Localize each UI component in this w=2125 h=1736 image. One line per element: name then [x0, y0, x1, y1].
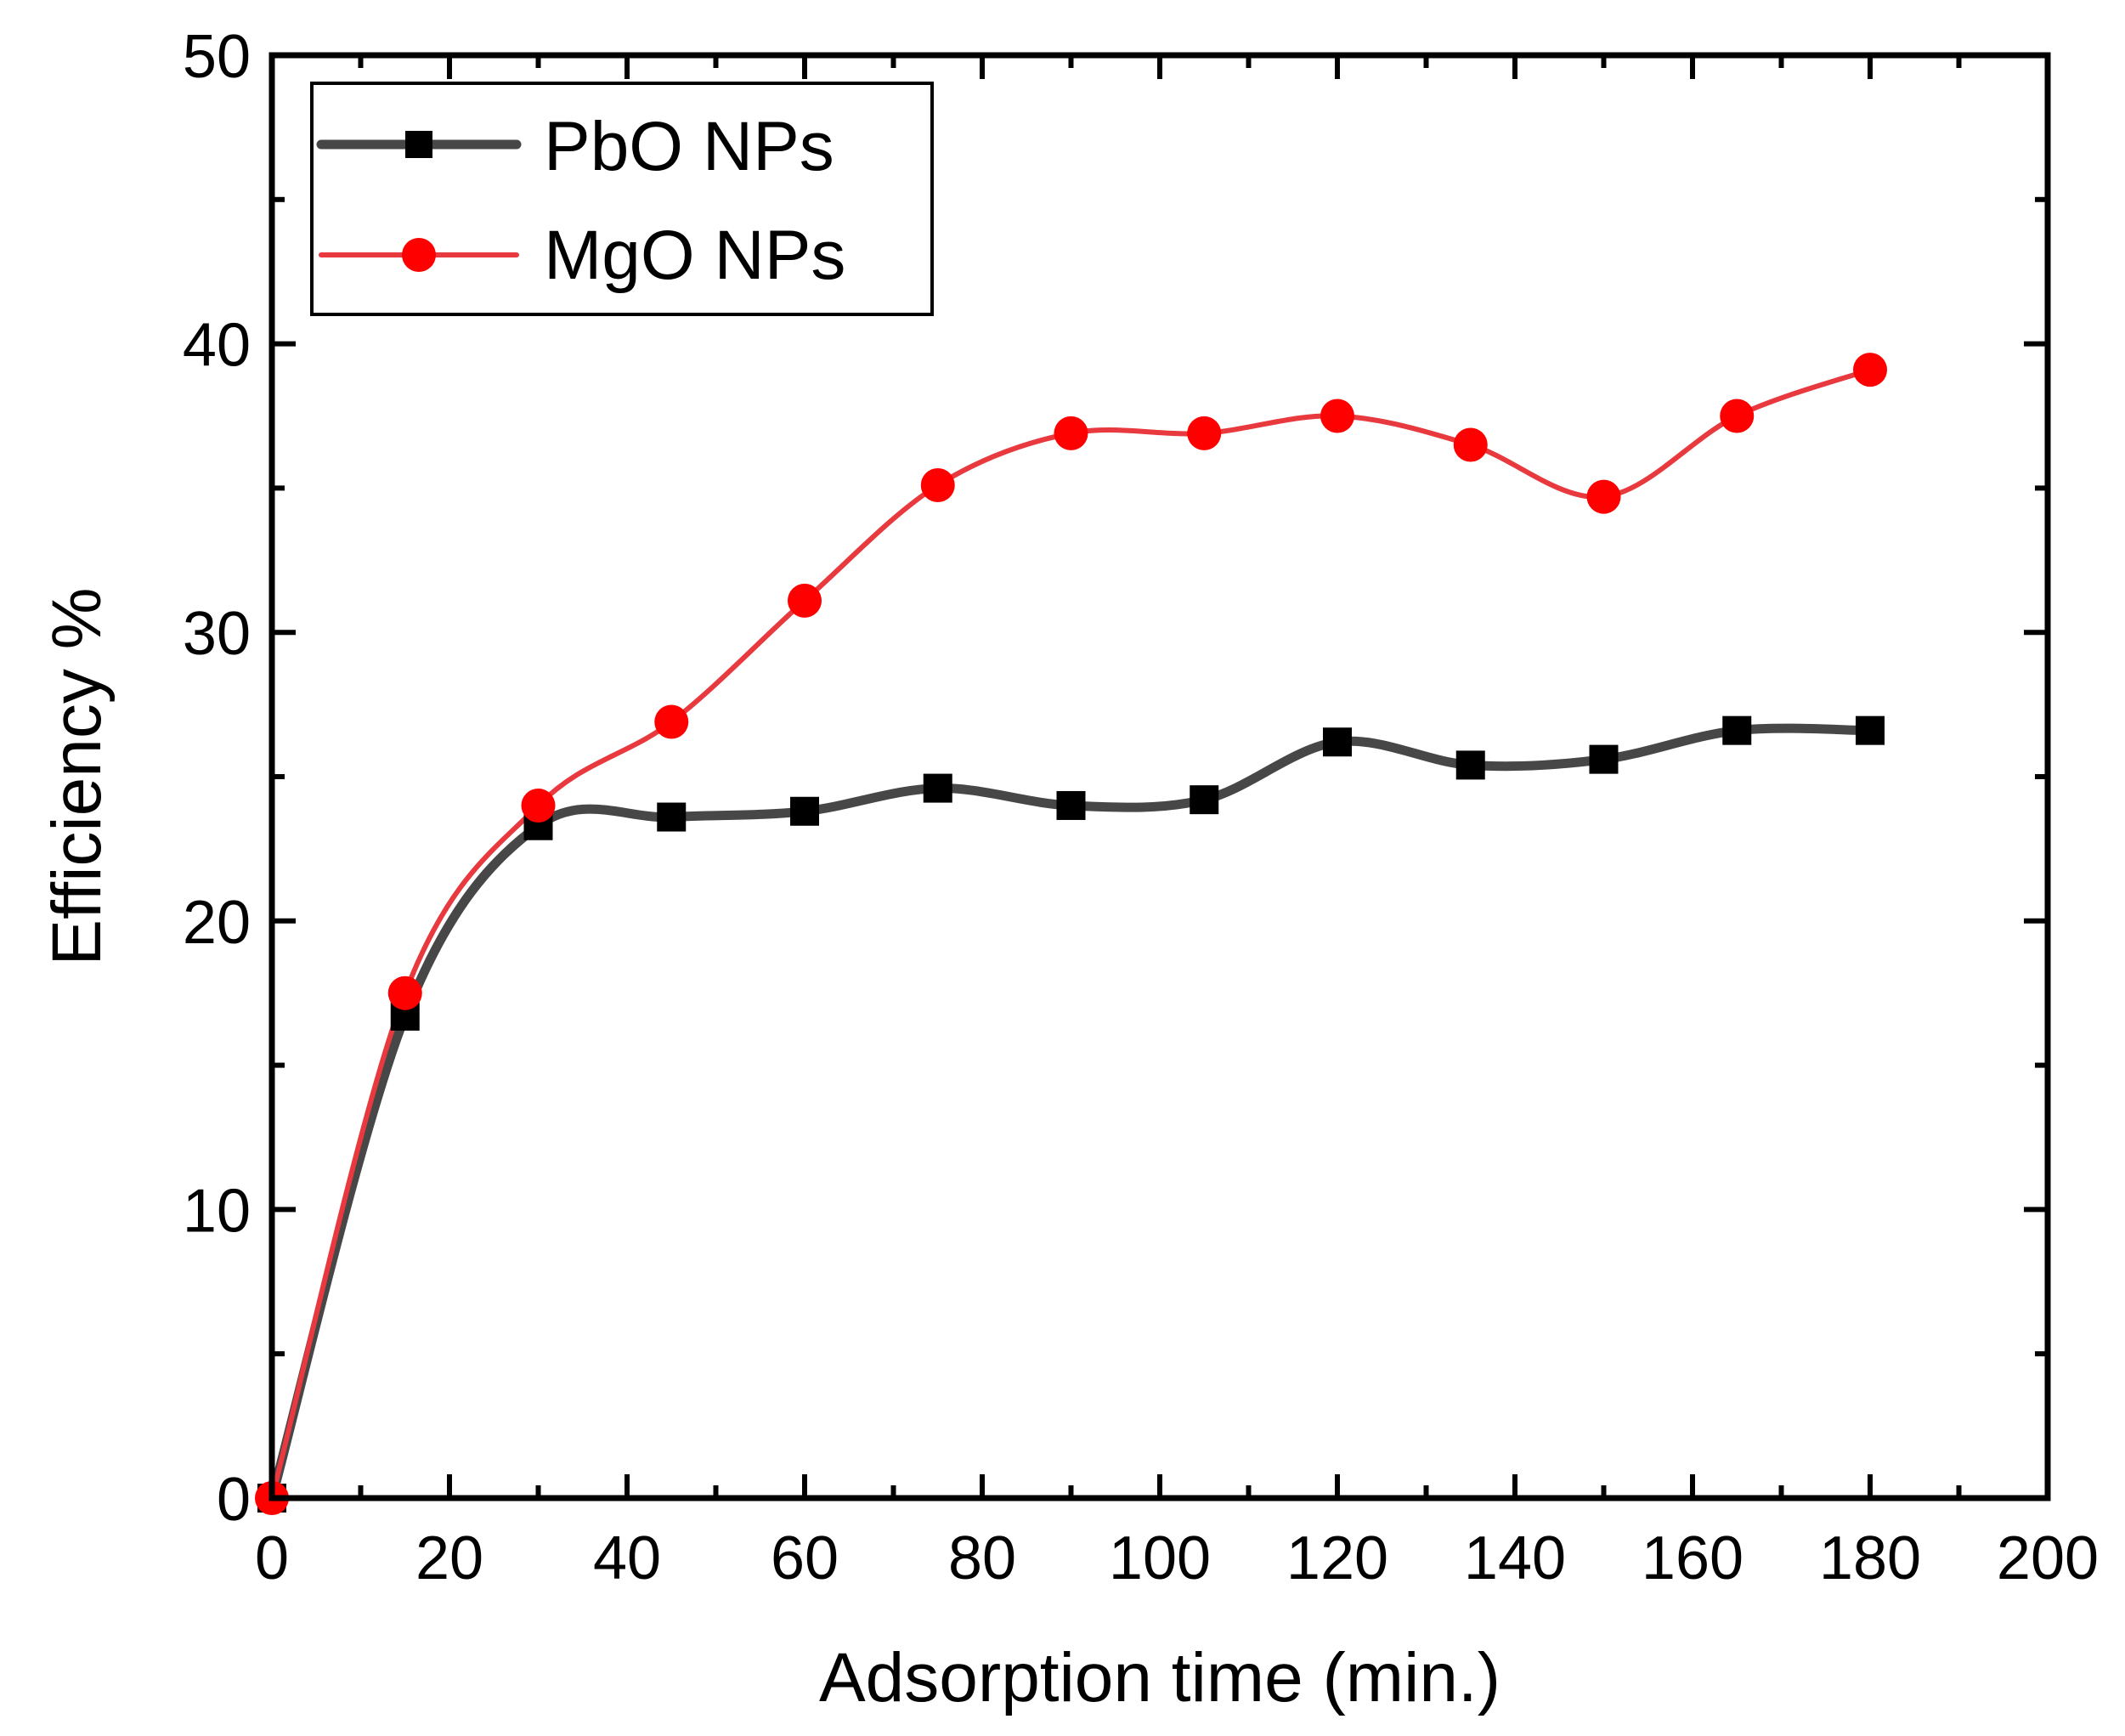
data-point-mgo [521, 788, 556, 823]
data-point-pbo [657, 802, 687, 832]
y-axis-title: Efficiency % [38, 587, 116, 965]
data-point-mgo [1320, 399, 1354, 433]
data-point-mgo [1187, 416, 1222, 450]
data-point-pbo [1190, 785, 1219, 815]
y-tick-label: 0 [217, 1466, 251, 1534]
legend-label-mgo: MgO NPs [544, 217, 845, 294]
legend-marker-pbo [405, 131, 432, 158]
data-point-mgo [788, 583, 822, 618]
legend-label-pbo: PbO NPs [544, 108, 834, 185]
data-point-mgo [1720, 399, 1755, 433]
ticks-layer [269, 53, 2050, 1501]
data-point-mgo [1453, 427, 1488, 462]
legend-marker-mgo [402, 238, 436, 272]
data-point-pbo [1722, 715, 1752, 745]
x-tick-label: 180 [1819, 1524, 1921, 1592]
y-tick-label: 50 [183, 23, 251, 91]
legend-box [310, 82, 934, 316]
data-point-pbo [1455, 750, 1485, 780]
x-tick-label: 20 [415, 1524, 483, 1592]
data-point-mgo [1054, 416, 1088, 450]
data-point-pbo [1589, 744, 1619, 774]
y-tick-label: 40 [183, 312, 251, 380]
legend: PbO NPs MgO NPs [310, 82, 934, 316]
x-tick-label: 160 [1642, 1524, 1744, 1592]
data-point-mgo [1586, 479, 1621, 514]
x-tick-label: 100 [1109, 1524, 1211, 1592]
x-tick-label: 80 [948, 1524, 1016, 1592]
y-tick-label: 20 [183, 889, 251, 957]
y-tick-label: 10 [183, 1177, 251, 1245]
x-tick-label: 200 [1997, 1524, 2099, 1592]
data-point-pbo [1856, 715, 1885, 745]
data-point-mgo [920, 468, 955, 503]
x-tick-label: 120 [1286, 1524, 1388, 1592]
data-point-pbo [1323, 727, 1352, 757]
x-tick-label: 60 [771, 1524, 839, 1592]
x-axis-title: Adsorption time (min.) [819, 1639, 1500, 1716]
data-point-pbo [790, 796, 819, 826]
x-tick-label: 140 [1464, 1524, 1566, 1592]
y-tick-label: 30 [183, 600, 251, 668]
x-tick-label: 0 [255, 1524, 289, 1592]
data-point-mgo [1853, 353, 1887, 387]
x-tick-label: 40 [593, 1524, 661, 1592]
data-point-mgo [387, 975, 422, 1010]
series-line-pbo [267, 723, 1875, 1503]
series-line-mgo [269, 367, 1873, 1501]
tick-labels-layer: 0 20 40 60 80 100 120 140 160 180 200 0 10 20 30 40 50 [183, 23, 2099, 1592]
data-point-pbo [1056, 790, 1086, 820]
series-layer [255, 353, 1887, 1515]
data-point-pbo [923, 773, 952, 803]
data-point-mgo [654, 704, 689, 739]
